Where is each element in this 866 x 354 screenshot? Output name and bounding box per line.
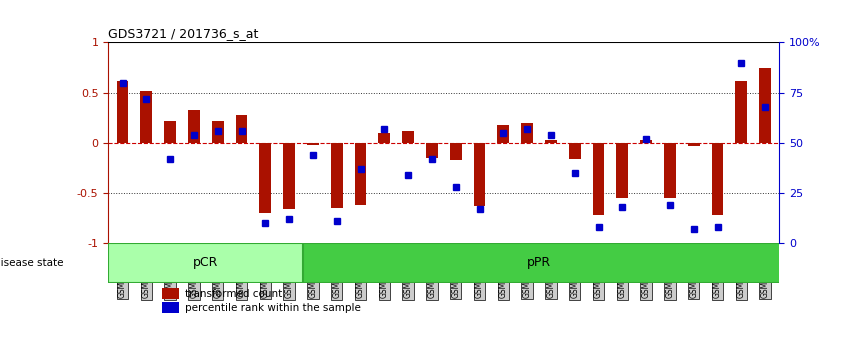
- Text: GDS3721 / 201736_s_at: GDS3721 / 201736_s_at: [108, 27, 259, 40]
- Bar: [545, 140, 557, 143]
- Text: pCR: pCR: [193, 256, 218, 269]
- Bar: [474, 143, 486, 206]
- Bar: [162, 288, 178, 299]
- Bar: [260, 143, 271, 213]
- Bar: [162, 302, 178, 313]
- Bar: [617, 143, 628, 198]
- FancyBboxPatch shape: [108, 243, 308, 283]
- Bar: [117, 81, 128, 143]
- Text: transformed count: transformed count: [185, 289, 282, 298]
- Bar: [712, 143, 723, 215]
- Bar: [236, 115, 248, 143]
- Bar: [331, 143, 343, 208]
- Bar: [165, 121, 176, 143]
- Text: pPR: pPR: [527, 256, 551, 269]
- Bar: [569, 143, 581, 159]
- Bar: [283, 143, 295, 209]
- Bar: [378, 133, 391, 143]
- Bar: [735, 81, 747, 143]
- Bar: [759, 68, 771, 143]
- Bar: [188, 110, 200, 143]
- Bar: [688, 143, 700, 146]
- Bar: [426, 143, 438, 158]
- Bar: [640, 140, 652, 143]
- Bar: [497, 125, 509, 143]
- Bar: [307, 143, 319, 145]
- Bar: [140, 91, 152, 143]
- FancyBboxPatch shape: [303, 243, 784, 283]
- Bar: [521, 122, 533, 143]
- Bar: [212, 121, 223, 143]
- Bar: [449, 143, 462, 160]
- Bar: [402, 131, 414, 143]
- Text: disease state: disease state: [0, 258, 63, 268]
- Text: percentile rank within the sample: percentile rank within the sample: [185, 303, 361, 313]
- Bar: [664, 143, 675, 198]
- Bar: [592, 143, 604, 215]
- Bar: [354, 143, 366, 205]
